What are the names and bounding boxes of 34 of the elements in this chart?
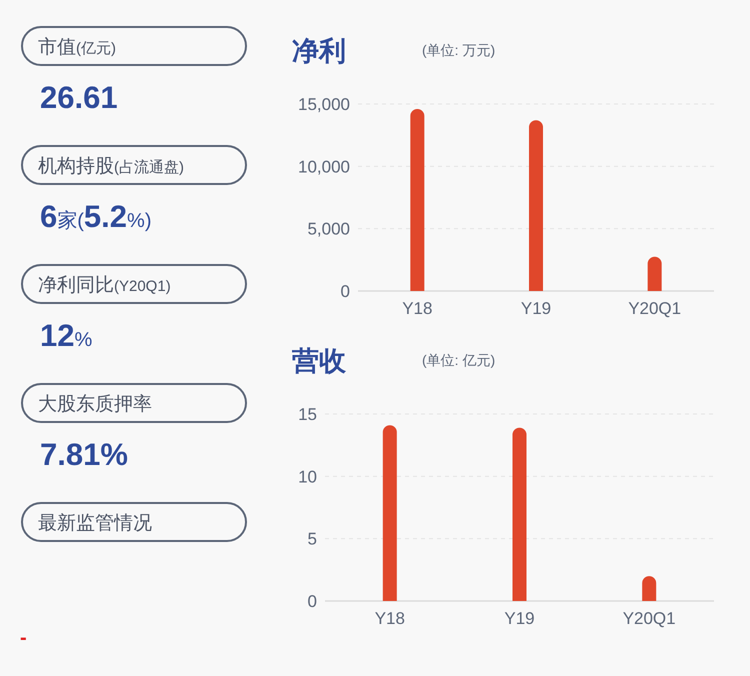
- y-tick-label: 0: [308, 592, 317, 611]
- y-tick-label: 15,000: [298, 95, 350, 114]
- x-tick-label: Y19: [520, 299, 552, 318]
- text: 机构持股(占流通盘): [38, 156, 184, 177]
- text: 6家(5.2%): [40, 199, 152, 234]
- bar: [382, 425, 397, 601]
- text: 7.81%: [40, 437, 128, 472]
- bar: [529, 120, 543, 291]
- bar: [410, 109, 424, 291]
- x-tick-label: Y19: [504, 609, 535, 628]
- y-tick-label: 0: [340, 282, 350, 301]
- chart-subtitle: (单位: 万元): [422, 42, 496, 58]
- text: 净利同比(Y20Q1): [38, 275, 171, 296]
- x-tick-label: Y20Q1: [622, 609, 676, 628]
- y-tick-label: 5: [308, 530, 317, 549]
- text: 市值(亿元): [38, 36, 116, 58]
- bar: [648, 256, 662, 291]
- chart-title: 营收: [291, 346, 347, 376]
- y-tick-label: 5,000: [307, 220, 350, 239]
- x-tick-label: Y18: [402, 299, 432, 318]
- chart-title: 净利: [292, 36, 346, 66]
- text: -: [20, 627, 27, 649]
- y-tick-label: 10: [298, 467, 317, 486]
- x-tick-label: Y18: [374, 609, 405, 628]
- bar: [642, 576, 656, 601]
- text: 最新监管情况: [38, 512, 152, 534]
- y-tick-label: 15: [298, 405, 317, 424]
- y-tick-label: 10,000: [298, 157, 350, 176]
- text: 大股东质押率: [38, 393, 152, 415]
- text: 12%: [40, 318, 92, 353]
- text: 26.61: [40, 80, 118, 115]
- x-tick-label: Y20Q1: [628, 299, 682, 318]
- chart-subtitle: (单位: 亿元): [422, 352, 496, 368]
- bar: [512, 428, 526, 601]
